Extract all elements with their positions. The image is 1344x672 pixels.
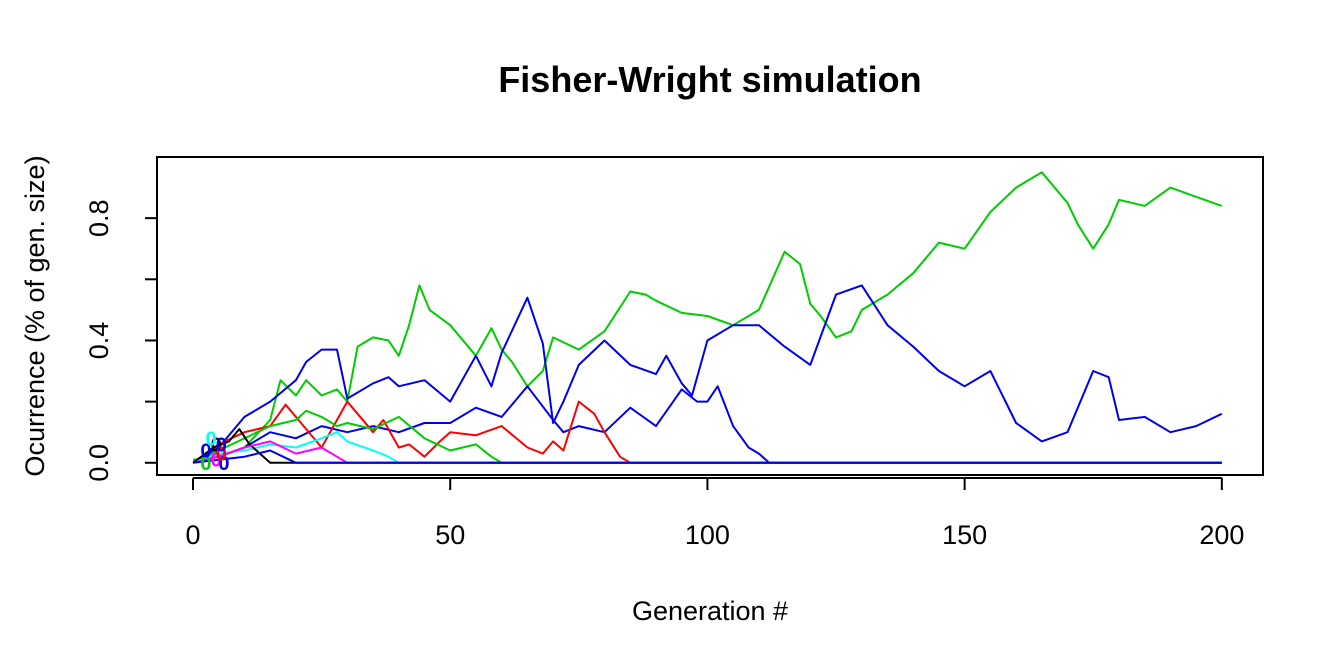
y-axis-label: Ocurrence (% of gen. size) [20, 155, 50, 476]
series-line-2 [192, 284, 1223, 464]
chart-title: Fisher-Wright simulation [498, 59, 921, 100]
x-axis-label: Generation # [632, 596, 788, 626]
x-tick-label-2: 50 [435, 520, 465, 550]
series-line-8 [192, 440, 1222, 464]
series-line-7 [192, 428, 1222, 464]
x-tick-label-1: 0 [185, 520, 200, 550]
series-line-9 [192, 449, 1222, 464]
series-line-1 [192, 171, 1223, 461]
point-label-6: 0 [205, 428, 216, 450]
y-tick-label-1: 0.0 [84, 444, 114, 482]
series-layer [192, 171, 1223, 464]
point-label-1: 0 [200, 453, 211, 475]
y-tick-label-3: 0.4 [84, 322, 114, 360]
point-label-2: 0 [200, 441, 211, 463]
point-label-5: 0 [218, 453, 229, 475]
series-line-5 [192, 409, 1222, 464]
x-tick-label-4: 150 [942, 520, 987, 550]
x-axis: 0 50 100 150 200 [185, 477, 1244, 550]
x-tick-label-3: 100 [685, 520, 730, 550]
x-tick-label-5: 200 [1199, 520, 1244, 550]
series-line-6 [192, 431, 1222, 464]
series-line-3 [192, 385, 1222, 464]
point-label-4: 0 [211, 434, 222, 456]
y-axis: 0.0 0.4 0.8 [84, 199, 158, 482]
point-label-7: 0 [216, 444, 227, 466]
series-line-4 [192, 400, 1222, 464]
y-tick-label-5: 0.8 [84, 199, 114, 237]
point-label-3: 0 [211, 450, 222, 472]
point-label-8: 0 [216, 434, 227, 456]
